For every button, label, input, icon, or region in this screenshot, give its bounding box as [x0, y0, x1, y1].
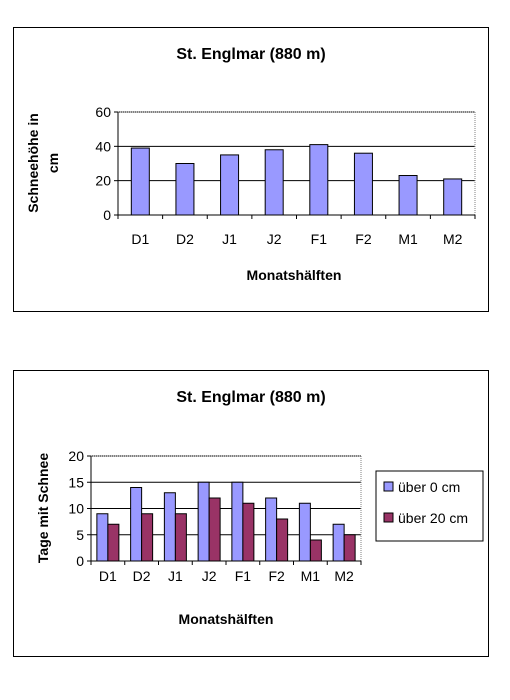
bar	[163, 492, 176, 562]
x-tick-label: J2	[202, 568, 217, 584]
x-tick-label: D2	[133, 568, 151, 584]
x-tick-label: F1	[311, 231, 328, 247]
x-tick-label: D1	[131, 231, 149, 247]
bar	[443, 178, 463, 216]
snow-days-chart: St. Englmar (880 m) 0 5 10 15 20 D1 D2 J1 J2 F1 F2 M…	[13, 370, 489, 657]
bar	[343, 534, 356, 562]
bar	[130, 487, 143, 562]
y-tick-label: 20	[68, 448, 84, 464]
y-tick-label: 15	[68, 474, 84, 490]
bar	[107, 523, 120, 562]
bar	[208, 497, 221, 562]
y-axis-label-line: cm	[45, 153, 61, 173]
bar	[174, 513, 187, 562]
legend-box	[375, 470, 484, 542]
x-tick-label: F1	[235, 568, 252, 584]
x-tick-label: J2	[267, 231, 282, 247]
bar	[130, 147, 150, 216]
x-tick-label: D2	[176, 231, 194, 247]
bar	[264, 149, 284, 216]
y-tick-label: 5	[76, 527, 84, 543]
snow-depth-chart: St. Englmar (880 m) 0 20 40 60 D1 D2 J1 J2 F1 F2 M1…	[13, 27, 489, 312]
x-tick-label: M1	[398, 231, 418, 247]
bar	[96, 513, 109, 562]
x-axis-label: Monatshälften	[247, 267, 342, 283]
legend-swatch	[383, 481, 394, 492]
bar	[309, 144, 329, 216]
x-tick-label: F2	[355, 231, 372, 247]
bar	[220, 154, 240, 216]
y-tick-label: 40	[95, 138, 111, 154]
snow-depth-chart-svg: St. Englmar (880 m) 0 20 40 60 D1 D2 J1 J2 F1 F2 M1…	[25, 46, 476, 283]
bar	[231, 481, 244, 562]
y-tick-label: 20	[95, 173, 111, 189]
bar	[175, 163, 195, 216]
bar	[353, 152, 373, 216]
x-tick-label: M2	[443, 231, 463, 247]
chart-title: St. Englmar (880 m)	[176, 389, 325, 406]
bar	[309, 539, 322, 562]
y-tick-label: 0	[76, 553, 84, 569]
bar	[265, 497, 278, 562]
bar	[332, 523, 345, 562]
legend-label: über 0 cm	[398, 479, 460, 495]
y-axis-label: Tage mit Schnee	[35, 453, 51, 563]
bar	[298, 502, 311, 562]
bar	[197, 481, 210, 562]
x-tick-label: D1	[99, 568, 117, 584]
x-axis-label: Monatshälften	[179, 611, 274, 627]
bar	[141, 513, 154, 562]
x-tick-label: J1	[222, 231, 237, 247]
legend-swatch	[383, 512, 394, 523]
snow-days-chart-svg: St. Englmar (880 m) 0 5 10 15 20 D1 D2 J1 J2 F1 F2 M…	[35, 389, 484, 627]
legend-label: über 20 cm	[398, 510, 468, 526]
x-tick-label: F2	[268, 568, 285, 584]
y-axis-label: Schneehöhe in cm	[25, 113, 61, 213]
x-tick-label: M2	[334, 568, 354, 584]
y-tick-label: 60	[95, 104, 111, 120]
x-tick-label: J1	[168, 568, 183, 584]
bar	[398, 175, 418, 216]
x-tick-label: M1	[301, 568, 321, 584]
y-axis-label-line: Schneehöhe in	[25, 113, 41, 213]
chart-title: St. Englmar (880 m)	[176, 46, 325, 63]
bar	[276, 518, 289, 562]
bar	[242, 502, 255, 562]
y-tick-label: 10	[68, 501, 84, 517]
y-tick-label: 0	[103, 207, 111, 223]
